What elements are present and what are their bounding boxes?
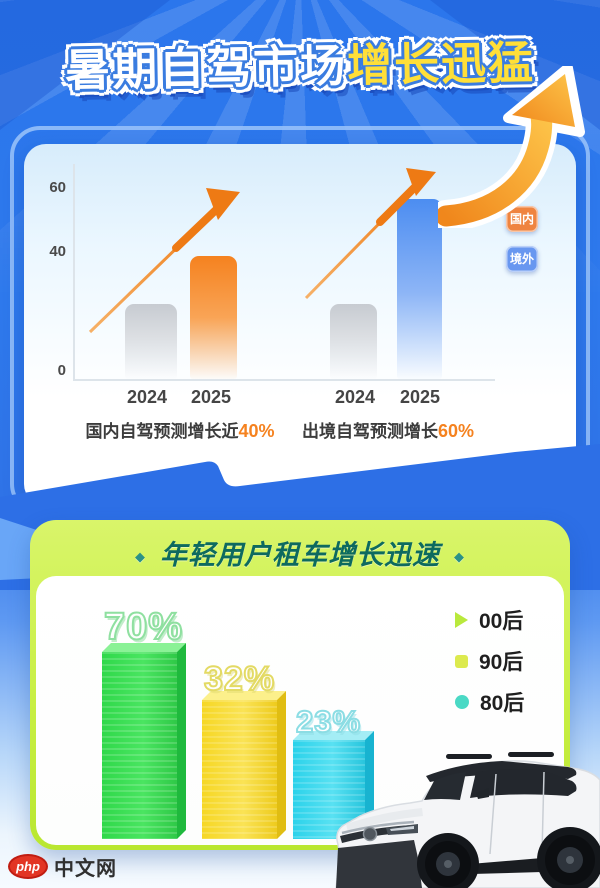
- diamond-bullet-left-icon: ◆: [135, 549, 146, 564]
- bar3d-90s-side: [277, 691, 286, 839]
- legend-marker-80s-icon: [455, 695, 469, 709]
- php-logo-badge: php: [8, 854, 48, 879]
- caption-overseas-value: 60%: [437, 421, 475, 441]
- youth-card-title: ◆ 年轻用户租车增长迅速 ◆: [30, 533, 570, 572]
- bar3d-00s-top: [102, 643, 186, 652]
- pct-label-80s: 23%: [295, 703, 362, 740]
- legend-label-00s: 00后: [479, 610, 524, 633]
- pct-label-90s: 32%: [203, 659, 276, 699]
- watermark: php 中文网: [8, 852, 117, 881]
- bar-domestic-2025: [190, 256, 237, 379]
- bar3d-00s: [102, 643, 186, 839]
- bar3d-00s-front: [102, 652, 177, 839]
- legend-row-80s: 80后: [455, 687, 524, 717]
- caption-domestic: 国内自驾预测增长近40%: [30, 417, 330, 442]
- legend-label-80s: 80后: [480, 692, 525, 715]
- legend-marker-00s-icon: [455, 612, 468, 628]
- y-tick-0: 0: [57, 362, 66, 379]
- legend-badge-domestic: 国内: [506, 206, 538, 232]
- legend-marker-90s-icon: [455, 654, 468, 668]
- bar-domestic-2024: [125, 304, 177, 379]
- bar3d-90s-front: [202, 700, 277, 839]
- caption-overseas: 出境自驾预测增长60%: [238, 417, 538, 442]
- watermark-text: 中文网: [54, 858, 117, 880]
- caption-overseas-text: 出境自驾预测增长: [301, 422, 438, 441]
- legend-badge-overseas: 境外: [506, 246, 538, 272]
- bar3d-80s-top: [293, 731, 374, 740]
- y-tick-60: 60: [49, 179, 66, 196]
- growth-swoosh-arrow-icon: [438, 66, 585, 228]
- bar-overseas-2024: [330, 304, 377, 379]
- caption-domestic-value: 40%: [238, 421, 275, 441]
- bar3d-90s-top: [202, 691, 286, 700]
- legend-label-90s: 90后: [479, 651, 524, 674]
- caption-domestic-text: 国内自驾预测增长近: [85, 422, 239, 441]
- x-axis-line: [73, 379, 495, 381]
- page-title-part1: 暑期自驾市场: [64, 40, 348, 97]
- trend-arrow-domestic-icon: [88, 188, 240, 334]
- bar3d-90s: [202, 691, 286, 839]
- pct-label-00s: 70%: [103, 605, 184, 649]
- suv-car-illustration: [335, 752, 600, 888]
- bar3d-80s: [293, 731, 374, 839]
- bar3d-80s-side: [365, 731, 374, 839]
- legend-row-00s: 00后: [455, 605, 523, 635]
- youth-card-title-text: 年轻用户租车增长迅速: [160, 540, 440, 570]
- legend-row-90s: 90后: [455, 646, 523, 676]
- y-axis-line: [73, 164, 75, 381]
- x-label-2024-overseas: 2024: [334, 387, 376, 407]
- x-label-2025-overseas: 2025: [399, 387, 441, 407]
- bar3d-00s-side: [177, 643, 186, 839]
- x-label-2024-domestic: 2024: [126, 387, 168, 407]
- diamond-bullet-right-icon: ◆: [454, 549, 465, 564]
- trend-arrow-overseas-icon: [304, 168, 436, 300]
- bar-overseas-2025: [397, 199, 442, 379]
- bar3d-80s-front: [293, 740, 365, 839]
- y-tick-40: 40: [49, 243, 66, 260]
- x-label-2025-domestic: 2025: [190, 387, 232, 407]
